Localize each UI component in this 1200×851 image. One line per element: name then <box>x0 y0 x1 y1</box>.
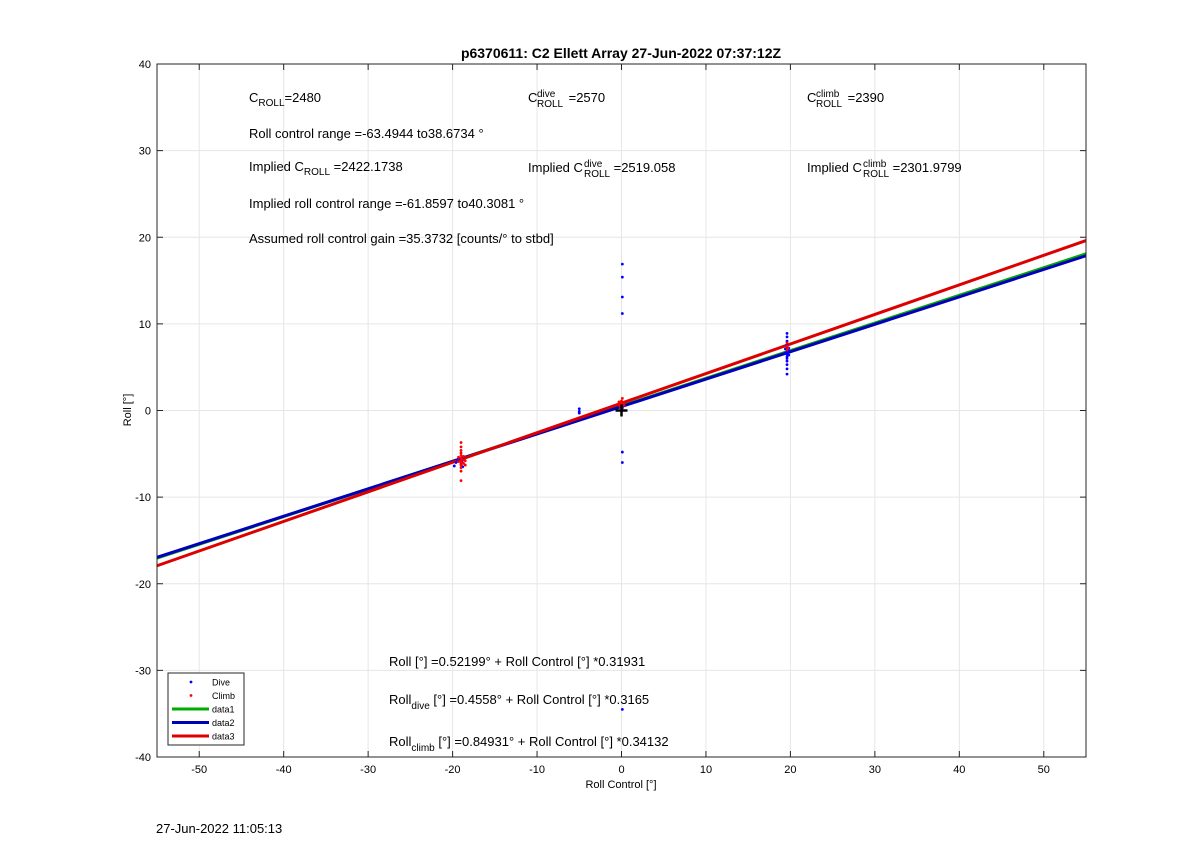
climb-point <box>459 441 463 444</box>
legend-label: data1 <box>212 705 235 715</box>
dive-point <box>620 450 624 454</box>
climb-point <box>457 455 460 459</box>
climb-point <box>459 479 463 483</box>
climb-point <box>621 401 625 405</box>
climb-point <box>462 455 465 458</box>
x-tick-label: -20 <box>445 764 461 776</box>
annotation-c-roll: CROLL=2480 <box>249 90 321 109</box>
dive-point <box>620 461 624 464</box>
dive-point <box>452 464 456 468</box>
annotation-assumed-gain: Assumed roll control gain =35.3732 [coun… <box>249 231 554 246</box>
climb-point <box>620 399 623 403</box>
dive-point <box>620 262 624 266</box>
x-tick-label: 0 <box>618 764 624 776</box>
climb-point <box>617 400 621 404</box>
climb-point <box>459 445 463 449</box>
climb-point <box>786 346 790 350</box>
x-tick-label: 40 <box>953 764 965 776</box>
dive-point <box>785 359 789 363</box>
climb-point <box>619 402 623 405</box>
annotation-roll-control-range: Roll control range =-63.4944 to38.6734 ° <box>249 126 484 141</box>
annotation-c-roll-climb: Cclimb ROLL =2390 <box>807 89 884 110</box>
x-tick-label: 30 <box>869 764 881 776</box>
climb-point <box>459 456 463 460</box>
y-tick-label: 0 <box>145 406 151 418</box>
climb-point <box>459 448 463 452</box>
dive-point <box>577 411 581 415</box>
x-tick-label: -30 <box>360 764 376 776</box>
climb-point <box>462 461 465 465</box>
dive-point <box>785 332 789 335</box>
climb-point <box>459 459 463 463</box>
legend-marker-dive <box>189 680 193 684</box>
climb-point <box>622 403 626 407</box>
dive-point <box>620 312 624 315</box>
y-axis-label: Roll [°] <box>122 394 134 427</box>
climb-point <box>459 463 463 467</box>
x-tick-label: 20 <box>784 764 796 776</box>
dive-point <box>785 363 789 366</box>
annotation-implied-c-roll-dive: Implied Cdive ROLL =2519.058 <box>528 159 675 180</box>
origin-cross-marker <box>615 404 628 417</box>
y-tick-label: 20 <box>139 232 151 244</box>
x-tick-label: 10 <box>700 764 712 776</box>
climb-point <box>620 396 624 400</box>
chart-title: p6370611: C2 Ellett Array 27-Jun-2022 07… <box>461 45 782 61</box>
dive-point <box>454 461 458 464</box>
x-tick-label: -10 <box>529 764 545 776</box>
dive-point <box>620 295 624 299</box>
y-tick-label: -20 <box>135 579 151 591</box>
climb-point <box>785 341 789 345</box>
climb-point <box>457 460 460 464</box>
climb-point <box>459 466 463 470</box>
y-tick-label: -30 <box>135 665 151 677</box>
x-tick-label: -50 <box>191 764 207 776</box>
climb-point <box>459 451 463 455</box>
print-timestamp: 27-Jun-2022 11:05:13 <box>156 821 283 836</box>
annotation-fit-dive: Rolldive [°] =0.4558° + Roll Control [°]… <box>389 692 649 712</box>
legend-label: Dive <box>212 678 230 688</box>
annotation-fit-climb: Rollclimb [°] =0.84931° + Roll Control [… <box>389 734 669 754</box>
dive-point <box>787 353 791 357</box>
dive-point <box>577 407 581 411</box>
legend-label: data3 <box>212 732 235 742</box>
x-tick-label: 50 <box>1038 764 1050 776</box>
climb-point <box>459 469 463 473</box>
dive-point <box>785 355 789 359</box>
legend-label: data2 <box>212 718 235 728</box>
legend-label: Climb <box>212 691 235 701</box>
dive-point <box>785 335 789 339</box>
x-tick-label: -40 <box>276 764 292 776</box>
dive-point <box>785 367 789 371</box>
y-tick-label: -10 <box>135 492 151 504</box>
climb-point <box>463 459 467 463</box>
climb-point <box>463 463 467 467</box>
x-axis-label: Roll Control [°] <box>585 779 656 791</box>
axis-ticks: -50 -40 -30 -20 -10 0 10 20 30 40 50 -40 -30 -20 -10 0 1… <box>135 59 1086 776</box>
legend-marker-climb <box>189 694 193 697</box>
y-tick-label: 10 <box>139 319 151 331</box>
annotation-fit-all: Roll [°] =0.52199° + Roll Control [°] *0… <box>389 654 645 669</box>
dive-point <box>620 707 624 711</box>
dive-point <box>785 372 789 376</box>
dive-point <box>783 351 787 355</box>
legend: Dive Climb data1 data2 data3 <box>167 672 245 746</box>
y-tick-label: 40 <box>139 59 151 71</box>
annotation-implied-c-roll-climb: Implied Cclimb ROLL =2301.9799 <box>807 159 962 180</box>
annotation-implied-c-roll: Implied CROLL =2422.1738 <box>249 159 403 178</box>
y-tick-label: 30 <box>139 146 151 158</box>
annotation-implied-roll-range: Implied roll control range =-61.8597 to4… <box>249 196 524 211</box>
climb-point <box>459 454 463 457</box>
y-tick-label: -40 <box>135 752 151 764</box>
annotation-c-roll-dive: Cdive ROLL =2570 <box>528 89 605 110</box>
dive-point <box>620 275 624 279</box>
data-points <box>452 262 791 711</box>
